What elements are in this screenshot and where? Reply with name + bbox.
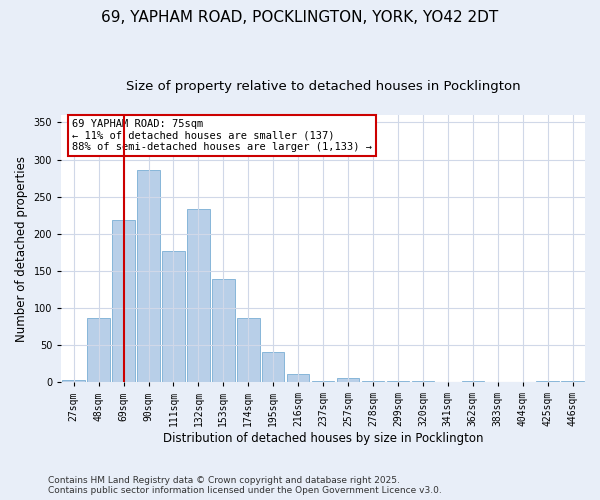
Bar — [312, 380, 334, 382]
Title: Size of property relative to detached houses in Pocklington: Size of property relative to detached ho… — [126, 80, 520, 93]
Y-axis label: Number of detached properties: Number of detached properties — [15, 156, 28, 342]
Bar — [287, 374, 310, 382]
X-axis label: Distribution of detached houses by size in Pocklington: Distribution of detached houses by size … — [163, 432, 484, 445]
Bar — [112, 220, 135, 382]
Bar — [262, 352, 284, 382]
Text: 69 YAPHAM ROAD: 75sqm
← 11% of detached houses are smaller (137)
88% of semi-det: 69 YAPHAM ROAD: 75sqm ← 11% of detached … — [71, 119, 371, 152]
Bar — [212, 279, 235, 382]
Bar — [88, 318, 110, 382]
Text: 69, YAPHAM ROAD, POCKLINGTON, YORK, YO42 2DT: 69, YAPHAM ROAD, POCKLINGTON, YORK, YO42… — [101, 10, 499, 25]
Bar — [62, 380, 85, 382]
Bar — [337, 378, 359, 382]
Bar — [162, 251, 185, 382]
Bar — [137, 170, 160, 382]
Text: Contains HM Land Registry data © Crown copyright and database right 2025.
Contai: Contains HM Land Registry data © Crown c… — [48, 476, 442, 495]
Bar — [387, 380, 409, 382]
Bar — [237, 318, 260, 382]
Bar — [187, 208, 209, 382]
